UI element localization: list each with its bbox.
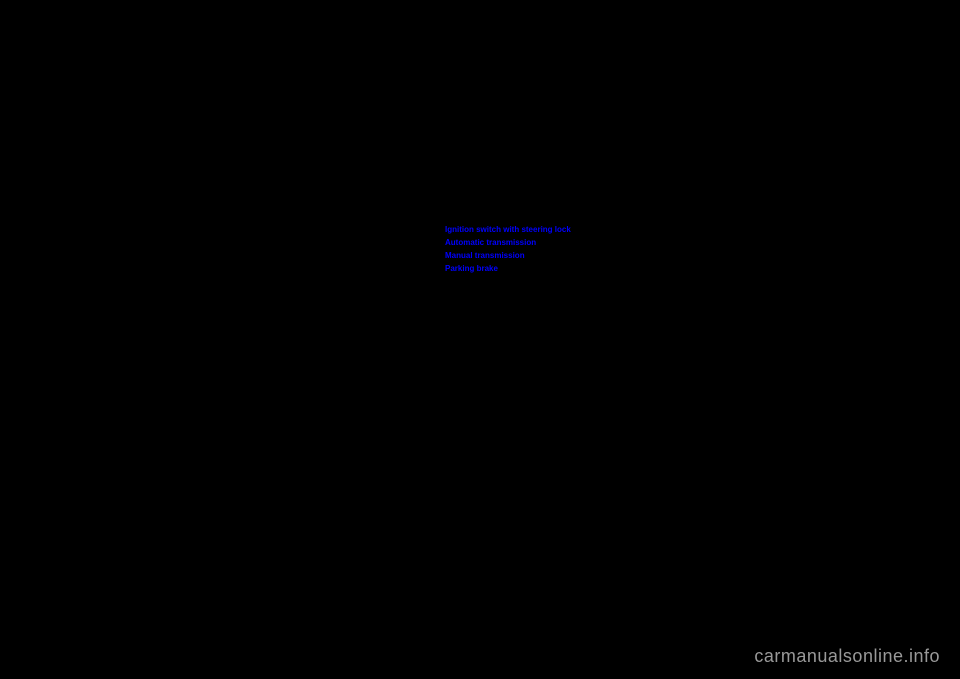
link-automatic-transmission[interactable]: Automatic transmission [445, 236, 571, 249]
link-manual-transmission[interactable]: Manual transmission [445, 249, 571, 262]
links-container: Ignition switch with steering lock Autom… [445, 223, 571, 275]
link-parking-brake[interactable]: Parking brake [445, 262, 571, 275]
watermark-text: carmanualsonline.info [754, 646, 940, 667]
link-ignition[interactable]: Ignition switch with steering lock [445, 223, 571, 236]
